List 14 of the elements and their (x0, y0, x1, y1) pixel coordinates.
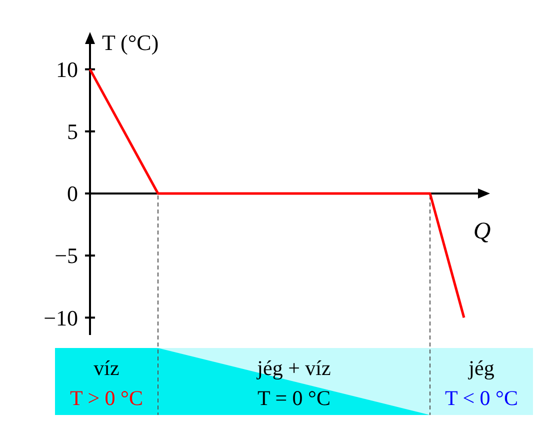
y-tick-label: −5 (54, 243, 78, 268)
text: jég (468, 356, 495, 380)
y-tick-label: 5 (67, 119, 78, 144)
text: víz (94, 356, 120, 380)
text: jég + víz (256, 356, 331, 380)
text: T < 0 °C (445, 386, 518, 410)
y-tick-label: 10 (56, 57, 78, 82)
text: T = 0 °C (258, 386, 330, 410)
y-tick-label: −10 (44, 305, 78, 330)
x-axis-title: Q (473, 218, 491, 244)
y-axis-title: T (°C) (102, 30, 159, 55)
line-series (88, 68, 466, 319)
text: T > 0 °C (70, 386, 143, 410)
y-tick-label: 0 (67, 181, 78, 206)
